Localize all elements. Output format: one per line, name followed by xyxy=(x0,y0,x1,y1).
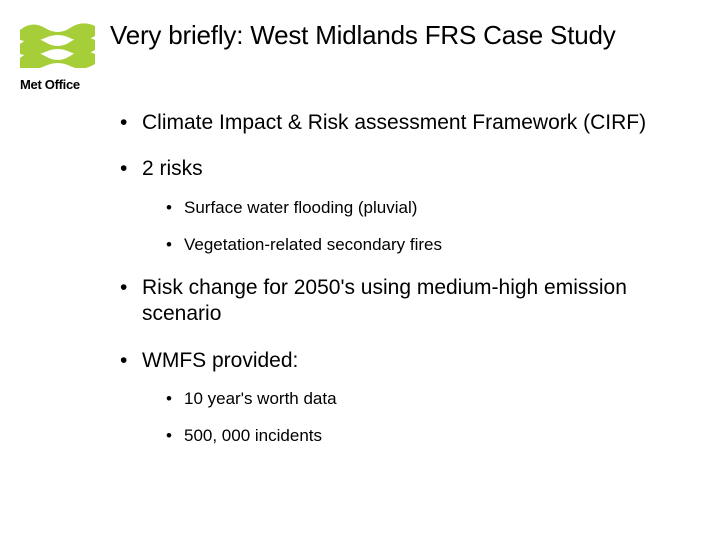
bullet-item: 2 risks Surface water flooding (pluvial)… xyxy=(120,156,680,255)
bullet-item: Risk change for 2050's using medium-high… xyxy=(120,275,680,328)
slide-title: Very briefly: West Midlands FRS Case Stu… xyxy=(110,20,616,51)
sub-bullet-item: Surface water flooding (pluvial) xyxy=(166,197,680,218)
sub-bullet-item: 500, 000 incidents xyxy=(166,425,680,446)
sub-bullet-item: Vegetation-related secondary fires xyxy=(166,234,680,255)
bullet-item: Climate Impact & Risk assessment Framewo… xyxy=(120,110,680,136)
bullet-text: 2 risks xyxy=(142,157,203,180)
met-office-logo: Met Office xyxy=(20,18,95,92)
bullet-text: WMFS provided: xyxy=(142,349,298,372)
sub-bullet-text: Surface water flooding (pluvial) xyxy=(184,198,417,217)
sub-bullet-text: 10 year's worth data xyxy=(184,389,337,408)
sub-bullet-text: 500, 000 incidents xyxy=(184,426,322,445)
bullet-text: Risk change for 2050's using medium-high… xyxy=(142,276,627,325)
wave-icon xyxy=(20,18,95,68)
bullet-list: Climate Impact & Risk assessment Framewo… xyxy=(120,110,680,446)
sub-bullet-list: 10 year's worth data 500, 000 incidents xyxy=(166,388,680,447)
bullet-text: Climate Impact & Risk assessment Framewo… xyxy=(142,111,646,134)
bullet-item: WMFS provided: 10 year's worth data 500,… xyxy=(120,348,680,447)
slide-content: Climate Impact & Risk assessment Framewo… xyxy=(120,110,680,466)
sub-bullet-item: 10 year's worth data xyxy=(166,388,680,409)
sub-bullet-list: Surface water flooding (pluvial) Vegetat… xyxy=(166,197,680,256)
sub-bullet-text: Vegetation-related secondary fires xyxy=(184,235,442,254)
logo-text: Met Office xyxy=(20,77,95,92)
slide: Met Office Very briefly: West Midlands F… xyxy=(0,0,720,540)
